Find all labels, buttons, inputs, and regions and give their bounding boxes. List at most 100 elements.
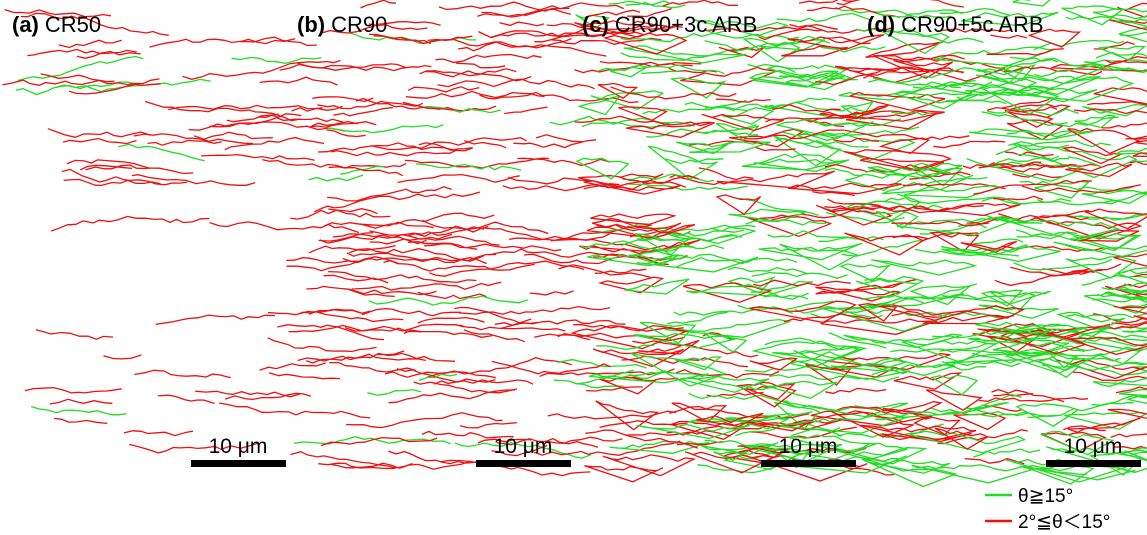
grain-boundary	[131, 174, 256, 186]
grain-boundary	[369, 226, 485, 236]
grain-boundary	[333, 106, 393, 117]
grain-boundary	[421, 430, 514, 439]
grain-boundary	[751, 340, 860, 367]
grain-boundary	[291, 105, 343, 112]
grain-boundary	[627, 7, 672, 18]
grain-boundary	[930, 407, 1029, 418]
grain-boundary	[628, 370, 673, 377]
grain-boundary	[494, 318, 532, 326]
grain-boundary	[496, 436, 623, 446]
grain-boundary	[1133, 273, 1147, 278]
grain-boundary	[361, 308, 462, 317]
grain-boundary	[827, 206, 866, 213]
grain-boundary	[933, 140, 1006, 149]
grain-boundary	[1105, 59, 1147, 64]
grain-boundary	[831, 410, 914, 438]
scale-bar	[191, 460, 286, 467]
grain-boundary	[1087, 101, 1147, 106]
grain-boundary	[397, 173, 520, 184]
grain-boundary	[618, 106, 668, 122]
grain-boundary	[367, 388, 422, 396]
grain-boundary	[491, 444, 548, 457]
grain-boundary	[914, 248, 1020, 257]
grain-boundary	[782, 400, 909, 418]
grain-boundary	[868, 78, 976, 86]
grain-boundary	[585, 429, 699, 449]
grain-boundary	[751, 271, 848, 279]
grain-boundary	[290, 209, 391, 220]
grain-boundary	[602, 454, 697, 477]
grain-boundary	[891, 220, 990, 227]
grain-boundary	[922, 314, 1015, 325]
grain-boundary	[1012, 173, 1064, 179]
grain-boundary	[903, 185, 1003, 199]
grain-boundary	[1045, 446, 1147, 474]
grain-boundary	[640, 69, 683, 75]
grain-boundary	[861, 294, 896, 301]
grain-boundary	[674, 356, 723, 371]
grain-boundary	[967, 305, 1026, 319]
grain-boundary	[240, 36, 317, 47]
grain-boundary	[1115, 267, 1147, 285]
grain-boundary	[688, 392, 789, 402]
grain-boundary	[533, 440, 681, 456]
grain-boundary	[595, 400, 659, 431]
grain-boundary	[587, 253, 689, 267]
grain-boundary	[934, 427, 990, 450]
grain-boundary	[262, 158, 407, 169]
grain-boundary	[1115, 67, 1147, 72]
grain-boundary	[939, 337, 1047, 352]
scale-bar-label: 10 μm	[494, 435, 553, 458]
grain-boundary	[667, 311, 728, 325]
grain-boundary	[981, 111, 1068, 126]
grain-boundary	[834, 65, 931, 84]
grain-boundary	[739, 197, 819, 217]
grain-boundary	[62, 137, 137, 145]
grain-boundary	[860, 424, 977, 442]
grain-boundary	[360, 0, 397, 9]
grain-boundary	[1124, 450, 1147, 461]
grain-boundary	[1101, 122, 1147, 129]
grain-boundary	[1010, 141, 1138, 179]
grain-boundary	[968, 328, 1054, 345]
grain-boundary	[368, 23, 428, 31]
grain-boundary	[1067, 357, 1121, 362]
grain-boundary	[454, 442, 592, 459]
grain-boundary	[837, 423, 944, 439]
grain-boundary	[718, 46, 766, 59]
grain-boundary	[419, 70, 532, 82]
grain-boundary	[747, 63, 796, 73]
grain-boundary	[994, 267, 1090, 287]
grain-boundary	[404, 157, 550, 169]
grain-boundary	[608, 0, 671, 6]
grain-boundary	[57, 78, 211, 93]
grain-boundary	[973, 448, 1041, 458]
grain-boundary	[529, 290, 574, 296]
grain-boundary	[1104, 283, 1147, 299]
grain-boundary	[725, 415, 789, 430]
grain-boundary	[736, 381, 797, 408]
grain-boundary	[557, 332, 685, 341]
grain-boundary	[749, 357, 799, 371]
grain-boundary	[871, 259, 978, 276]
grain-boundary	[297, 62, 432, 72]
grain-boundary	[599, 420, 688, 429]
grain-boundary	[441, 459, 591, 477]
grain-boundary	[259, 362, 326, 371]
grain-boundary	[824, 205, 906, 210]
grain-boundary	[574, 20, 668, 38]
grain-boundary	[1016, 153, 1069, 163]
grain-boundary	[370, 137, 527, 151]
grain-boundary	[193, 131, 273, 140]
grain-boundary	[863, 67, 964, 79]
grain-boundary	[24, 386, 122, 394]
grain-boundary	[941, 245, 1061, 263]
grain-boundary	[1034, 180, 1091, 199]
panel-letter: (d)	[867, 12, 895, 37]
grain-boundary	[739, 129, 845, 140]
grain-boundary	[31, 405, 127, 416]
grain-boundary	[1036, 198, 1119, 206]
grain-boundary	[591, 217, 682, 240]
grain-boundary	[713, 451, 748, 461]
grain-boundary	[1088, 452, 1143, 476]
